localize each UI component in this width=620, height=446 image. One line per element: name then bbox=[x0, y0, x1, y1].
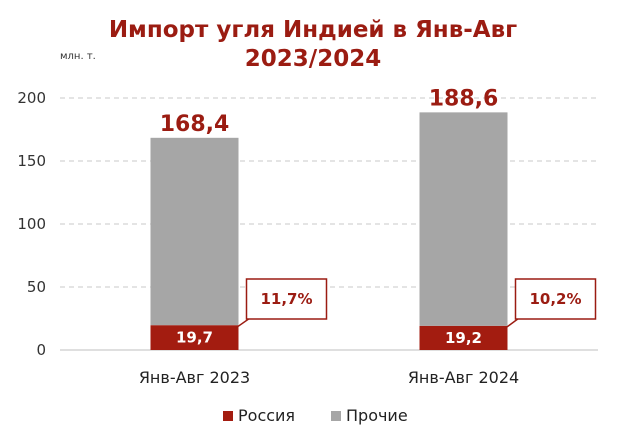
russia-value-label: 19,2 bbox=[445, 329, 482, 347]
bar-other bbox=[419, 112, 508, 326]
chart-title-line-1: Импорт угля Индией в Янв-Авг bbox=[109, 17, 517, 43]
legend-swatch-other bbox=[331, 411, 341, 421]
x-category-label: Янв-Авг 2024 bbox=[408, 368, 519, 387]
legend-label-russia: Россия bbox=[238, 406, 295, 425]
data-labels: 19,7 168,4 11,7% 19,2 188,6 10,2% bbox=[160, 86, 597, 347]
y-tick-label: 200 bbox=[17, 89, 46, 107]
share-callout-box bbox=[245, 278, 328, 320]
y-tick-label: 150 bbox=[17, 152, 46, 170]
unit-label: млн. т. bbox=[60, 51, 96, 62]
x-category-label: Янв-Авг 2023 bbox=[139, 368, 250, 387]
total-value-label: 168,4 bbox=[160, 112, 230, 137]
total-value-label: 188,6 bbox=[429, 86, 499, 111]
russia-share-label: 10,2% bbox=[529, 290, 581, 308]
y-tick-label: 0 bbox=[36, 341, 46, 359]
legend: Россия Прочие bbox=[223, 406, 408, 425]
bar-russia bbox=[419, 325, 508, 350]
grid-lines bbox=[60, 97, 598, 351]
y-tick-label: 50 bbox=[27, 278, 46, 296]
share-callout-box bbox=[514, 278, 597, 320]
legend-swatch-russia bbox=[223, 411, 233, 421]
y-axis-ticks: 0 50 100 150 200 bbox=[17, 89, 46, 359]
y-tick-label: 100 bbox=[17, 215, 46, 233]
bars bbox=[150, 112, 508, 350]
bar-russia bbox=[150, 325, 239, 350]
russia-share-label: 11,7% bbox=[260, 290, 312, 308]
bar-other bbox=[150, 137, 239, 326]
chart-title-line-2: 2023/2024 bbox=[245, 46, 381, 72]
legend-label-other: Прочие bbox=[346, 406, 408, 425]
russia-value-label: 19,7 bbox=[176, 329, 213, 347]
x-axis-labels: Янв-Авг 2023 Янв-Авг 2024 bbox=[139, 368, 519, 387]
